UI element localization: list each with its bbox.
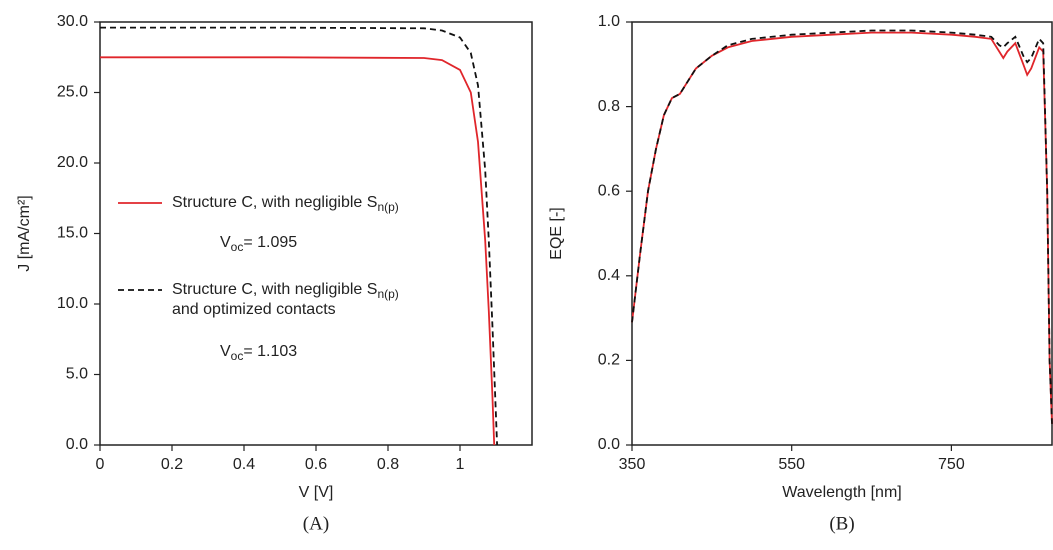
y-tick-label: 0.2 (598, 352, 620, 369)
legend-label-main: Structure C, with negligible S (172, 281, 377, 298)
y-tick-label: 0.0 (66, 436, 88, 453)
y-tick-label: 0.0 (598, 436, 620, 453)
x-axis-label: Wavelength [nm] (782, 484, 901, 501)
voc-annotation-sub: oc (231, 349, 244, 363)
series-line (100, 56, 496, 446)
x-tick-label: 0.4 (233, 456, 255, 473)
legend-label-sub: n(p) (377, 200, 398, 214)
x-tick-label: 0 (96, 456, 105, 473)
y-axis-label: EQE [-] (548, 207, 565, 259)
x-axis-label: V [V] (299, 484, 334, 501)
y-tick-label: 30.0 (57, 13, 88, 30)
y-tick-label: 20.0 (57, 154, 88, 171)
y-tick-label: 25.0 (57, 84, 88, 101)
x-tick-label: 750 (938, 456, 965, 473)
voc-annotation: Voc= 1.095 (220, 234, 297, 254)
voc-annotation-main: V (220, 234, 231, 251)
voc-annotation-rest: = 1.103 (243, 343, 297, 360)
series-line (631, 31, 1053, 424)
voc-annotation-main: V (220, 343, 231, 360)
series-line (631, 29, 1053, 424)
legend-label-line2: and optimized contacts (172, 301, 336, 318)
voc-annotation-sub: oc (231, 240, 244, 254)
series-line (100, 26, 498, 446)
y-tick-label: 0.4 (598, 267, 620, 284)
voc-annotation: Voc= 1.103 (220, 343, 297, 363)
legend-label-main: Structure C, with negligible S (172, 194, 377, 211)
legend-label-sub: n(p) (377, 287, 398, 301)
y-tick-label: 0.6 (598, 182, 620, 199)
x-tick-label: 0.2 (161, 456, 183, 473)
y-tick-label: 1.0 (598, 13, 620, 30)
y-tick-label: 10.0 (57, 295, 88, 312)
legend-label: Structure C, with negligible Sn(p) (172, 281, 399, 301)
x-tick-label: 550 (778, 456, 805, 473)
y-tick-label: 15.0 (57, 225, 88, 242)
x-tick-label: 350 (619, 456, 646, 473)
voc-annotation-rest: = 1.095 (243, 234, 297, 251)
panel-caption: (B) (829, 513, 854, 534)
panel-caption: (A) (303, 513, 329, 534)
x-tick-label: 0.8 (377, 456, 399, 473)
legend-label: Structure C, with negligible Sn(p) (172, 194, 399, 214)
y-tick-label: 5.0 (66, 366, 88, 383)
x-tick-label: 0.6 (305, 456, 327, 473)
y-axis-label: J [mA/cm²] (16, 195, 33, 271)
y-tick-label: 0.8 (598, 98, 620, 115)
x-tick-label: 1 (456, 456, 465, 473)
plot-frame (631, 21, 1053, 446)
